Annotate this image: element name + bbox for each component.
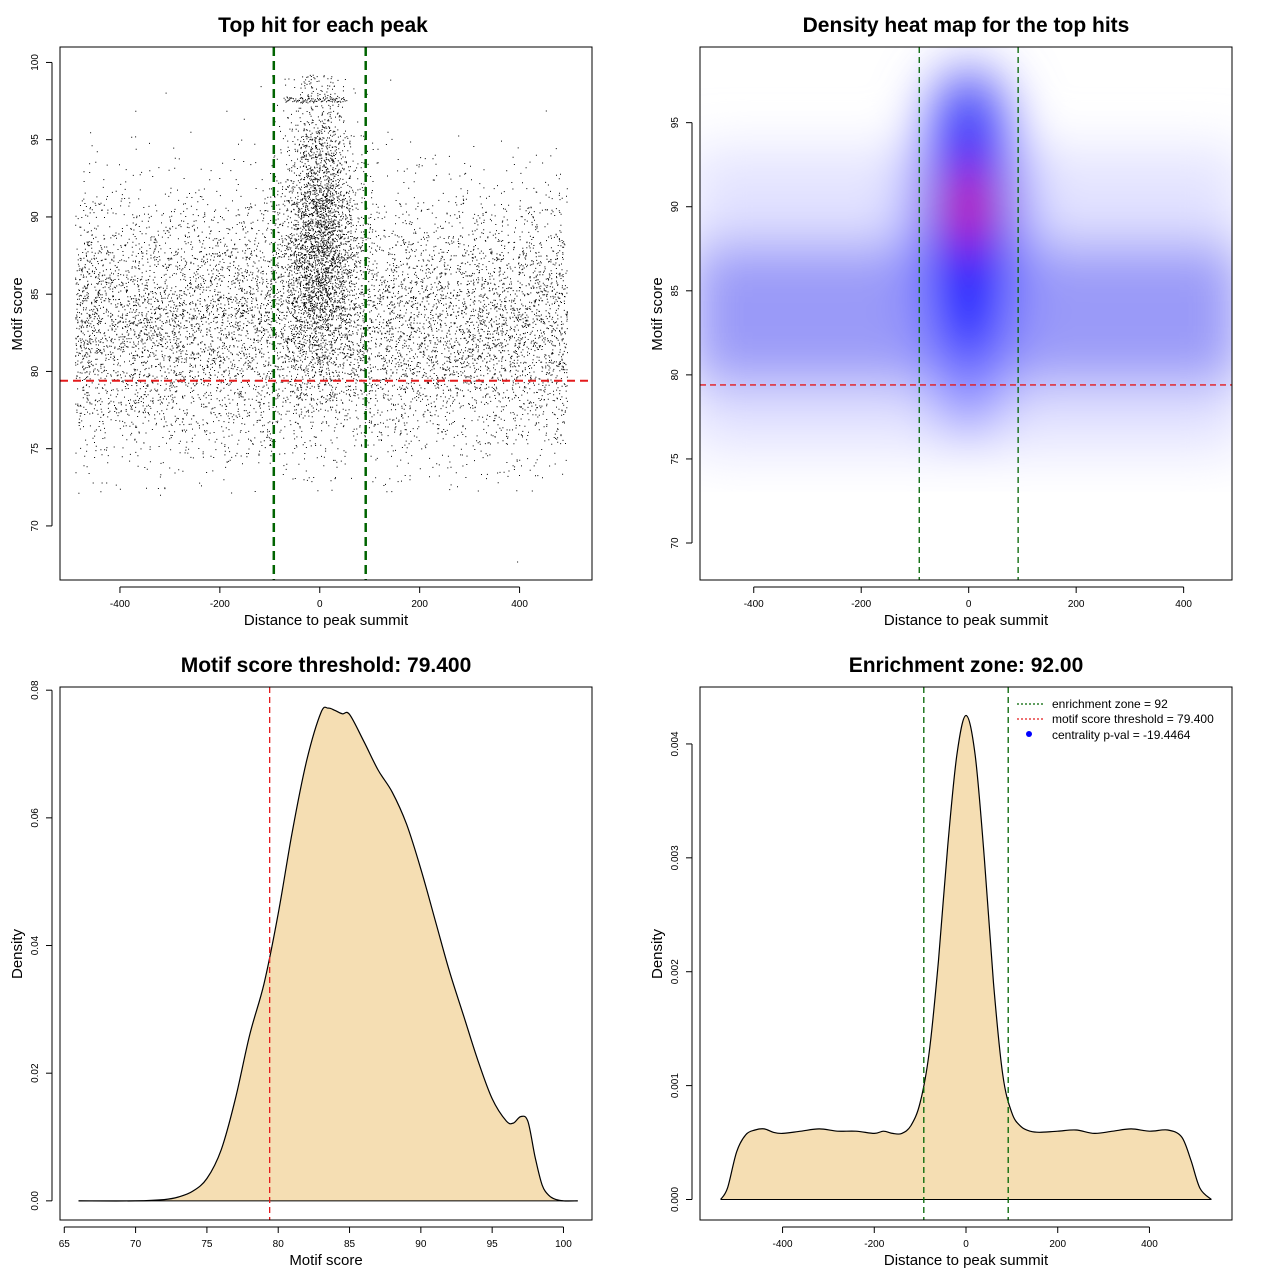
distance-density-y-tick-label: 0.001 bbox=[670, 1073, 681, 1098]
enrichment-zone-lines bbox=[923, 687, 1009, 1220]
heatmap-reference-lines bbox=[700, 47, 1232, 580]
heatmap-plot-frame bbox=[699, 46, 1233, 581]
score-density-y-tick-label: 0.02 bbox=[30, 1063, 41, 1083]
heatmap-surface bbox=[700, 47, 1232, 580]
heatmap-y-tick-label: 85 bbox=[670, 285, 681, 297]
distance-density-y-tick-label: 0.004 bbox=[670, 731, 681, 756]
distance-density-y-label: Density bbox=[649, 928, 666, 979]
scatter-y-tick-label: 95 bbox=[30, 134, 41, 146]
score-density-x-tick-label: 100 bbox=[555, 1239, 572, 1250]
scatter-y-tick-label: 90 bbox=[30, 211, 41, 223]
distance-density-x-label: Distance to peak summit bbox=[884, 1252, 1049, 1269]
heatmap-title: Density heat map for the top hits bbox=[803, 14, 1130, 37]
scatter-plot-frame bbox=[59, 46, 593, 581]
scatter-x-tick-label: 400 bbox=[511, 599, 528, 610]
heatmap-x-axis: -400 -200 0 200 400 bbox=[744, 586, 1192, 610]
distance-density-panel: Enrichment zone: 92.00 -400 -200 0 200 400 0… bbox=[649, 654, 1233, 1269]
scatter-reference-lines bbox=[60, 47, 592, 580]
heatmap-x-tick-label: 0 bbox=[966, 599, 972, 610]
scatter-y-tick-label: 70 bbox=[30, 520, 41, 532]
scatter-x-tick-label: 200 bbox=[411, 599, 428, 610]
distance-density-y-axis: 0.000 0.001 0.002 0.003 0.004 bbox=[670, 731, 693, 1212]
score-density-y-axis: 0.00 0.02 0.04 0.06 0.08 bbox=[30, 680, 53, 1211]
legend-zone-label: enrichment zone = 92 bbox=[1052, 697, 1168, 711]
distance-density-y-tick-label: 0.003 bbox=[670, 845, 681, 870]
score-density-y-tick-label: 0.06 bbox=[30, 808, 41, 828]
score-density-y-tick-label: 0.04 bbox=[30, 935, 41, 955]
score-density-plot-frame bbox=[59, 686, 593, 1221]
heatmap-panel: Density heat map for the top hits -400 -2… bbox=[649, 14, 1233, 629]
score-density-x-tick-label: 65 bbox=[59, 1239, 71, 1250]
heatmap-y-label: Motif score bbox=[649, 277, 666, 350]
heatmap-x-tick-label: -200 bbox=[851, 599, 871, 610]
scatter-x-tick-label: 0 bbox=[317, 599, 323, 610]
heatmap-upper-lobe bbox=[946, 75, 991, 120]
heatmap-y-tick-label: 80 bbox=[670, 369, 681, 381]
scatter-y-tick-label: 85 bbox=[30, 288, 41, 300]
scatter-y-axis: 70 75 80 85 90 95 100 bbox=[30, 54, 53, 532]
distance-density-x-tick-label: -400 bbox=[773, 1239, 793, 1250]
scatter-x-label: Distance to peak summit bbox=[244, 612, 409, 629]
distance-density-curve bbox=[720, 714, 1212, 1200]
distance-density-x-tick-label: 400 bbox=[1141, 1239, 1158, 1250]
score-density-curve bbox=[78, 706, 578, 1202]
score-density-panel: Motif score threshold: 79.400 65 70 75 80 85… bbox=[9, 654, 593, 1269]
score-density-area bbox=[78, 707, 578, 1201]
distance-density-title: Enrichment zone: 92.00 bbox=[849, 654, 1084, 677]
heatmap-hotspot-core bbox=[960, 188, 977, 225]
distance-density-line bbox=[720, 714, 1212, 1200]
heatmap-y-tick-label: 75 bbox=[670, 453, 681, 465]
score-density-y-tick-label: 0.00 bbox=[30, 1191, 41, 1211]
scatter-x-tick-label: -400 bbox=[110, 599, 130, 610]
heatmap-x-tick-label: 200 bbox=[1068, 599, 1085, 610]
scatter-y-tick-label: 80 bbox=[30, 365, 41, 377]
heatmap-y-tick-label: 70 bbox=[670, 537, 681, 549]
scatter-points bbox=[75, 74, 568, 563]
score-density-y-label: Density bbox=[9, 928, 26, 979]
score-density-x-tick-label: 75 bbox=[201, 1239, 213, 1250]
score-density-x-tick-label: 90 bbox=[415, 1239, 427, 1250]
scatter-y-tick-label: 75 bbox=[30, 443, 41, 455]
legend-pval-marker bbox=[1026, 731, 1032, 737]
distance-density-x-axis: -400 -200 0 200 400 bbox=[773, 1226, 1158, 1250]
scatter-y-label: Motif score bbox=[9, 277, 26, 350]
score-density-title: Motif score threshold: 79.400 bbox=[181, 654, 472, 677]
score-density-x-axis: 65 70 75 80 85 90 95 100 bbox=[59, 1226, 572, 1250]
distance-density-plot-frame bbox=[699, 686, 1233, 1221]
distance-density-x-tick-label: 200 bbox=[1049, 1239, 1066, 1250]
heatmap-y-tick-label: 95 bbox=[670, 117, 681, 129]
heatmap-y-axis: 70 75 80 85 90 95 bbox=[670, 117, 693, 549]
score-density-y-tick-label: 0.08 bbox=[30, 680, 41, 700]
heatmap-x-tick-label: 400 bbox=[1175, 599, 1192, 610]
score-density-x-tick-label: 95 bbox=[487, 1239, 499, 1250]
scatter-y-tick-label: 100 bbox=[30, 54, 41, 71]
distance-density-y-tick-label: 0.002 bbox=[670, 959, 681, 984]
scatter-x-axis: -400 -200 0 200 400 bbox=[110, 586, 528, 610]
score-density-x-tick-label: 70 bbox=[130, 1239, 142, 1250]
distance-density-x-tick-label: -200 bbox=[864, 1239, 884, 1250]
legend-pval-label: centrality p-val = -19.4464 bbox=[1052, 728, 1191, 742]
legend-threshold-label: motif score threshold = 79.400 bbox=[1052, 712, 1214, 726]
heatmap-x-label: Distance to peak summit bbox=[884, 612, 1049, 629]
score-density-x-tick-label: 85 bbox=[344, 1239, 356, 1250]
distance-density-x-tick-label: 0 bbox=[963, 1239, 969, 1250]
score-density-x-tick-label: 80 bbox=[273, 1239, 285, 1250]
scatter-x-tick-label: -200 bbox=[210, 599, 230, 610]
heatmap-y-tick-label: 90 bbox=[670, 201, 681, 213]
distance-density-area bbox=[720, 715, 1212, 1200]
scatter-panel: Top hit for each peak -400 -200 0 200 400 70… bbox=[9, 14, 593, 629]
scatter-title: Top hit for each peak bbox=[218, 14, 428, 37]
legend: enrichment zone = 92 motif score thresho… bbox=[1017, 697, 1214, 742]
score-density-line bbox=[78, 706, 578, 1202]
scatter-point-cloud bbox=[75, 74, 568, 563]
heatmap-x-tick-label: -400 bbox=[744, 599, 764, 610]
score-density-x-label: Motif score bbox=[289, 1252, 362, 1269]
distance-density-y-tick-label: 0.000 bbox=[670, 1187, 681, 1212]
